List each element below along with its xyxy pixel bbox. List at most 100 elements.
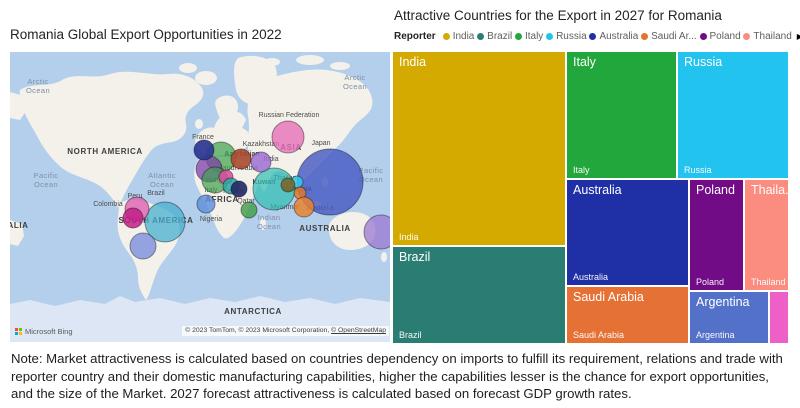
country-label: Japan xyxy=(311,140,330,147)
ocean-label: Arctic xyxy=(344,73,365,82)
openstreetmap-link[interactable]: © OpenStreetMap xyxy=(331,327,386,334)
map-bubble[interactable] xyxy=(280,177,296,193)
treemap-node[interactable] xyxy=(770,292,788,343)
treemap-node[interactable]: Saudi Arabia Saudi Arabia xyxy=(567,287,688,343)
legend-dot-icon xyxy=(641,32,649,40)
microsoft-logo-icon xyxy=(15,328,22,335)
ocean-label: Ocean xyxy=(34,180,58,189)
treemap-node-label: Australia xyxy=(573,183,622,197)
treemap-node[interactable]: Brazil Brazil xyxy=(393,247,565,343)
map-bubble[interactable] xyxy=(240,201,258,219)
legend-item-label: Australia xyxy=(599,30,639,42)
country-label: Kazakhstan xyxy=(243,141,280,148)
legend-dot-icon xyxy=(546,32,554,40)
treemap-node[interactable]: Argentina Argentina xyxy=(690,292,768,343)
legend-item-label: Brazil xyxy=(487,30,513,42)
map-bubble[interactable] xyxy=(196,194,216,214)
map-bubble[interactable] xyxy=(230,180,248,198)
map-bubble[interactable] xyxy=(193,139,215,161)
map-bubble[interactable] xyxy=(271,120,305,154)
ocean-label: Ocean xyxy=(257,222,281,231)
treemap-node-label: India xyxy=(399,55,427,69)
ocean-label: Ocean xyxy=(359,175,383,184)
legend-item-label: India xyxy=(452,30,475,42)
world-map[interactable]: Arctic Ocean Arctic Ocean Pacific Ocean Pacifi… xyxy=(10,52,390,342)
treemap-legend: Reporter India Brazil Italy Russia Austr… xyxy=(394,29,800,44)
treemap-node[interactable]: India India xyxy=(393,52,565,245)
treemap-node-label: Argentina xyxy=(696,295,750,309)
map-bubble[interactable] xyxy=(363,214,390,250)
map-bubble[interactable] xyxy=(122,207,144,229)
legend-item[interactable]: Brazil xyxy=(477,31,512,42)
treemap-node[interactable]: Poland Poland xyxy=(690,180,743,290)
treemap-node-sublabel: India xyxy=(399,232,419,242)
continent-label: NORTH AMERICA xyxy=(67,147,143,156)
map-bubble[interactable] xyxy=(252,167,296,211)
landmasses xyxy=(10,55,390,342)
legend-item[interactable]: India xyxy=(442,30,475,42)
map-bubble[interactable] xyxy=(144,201,186,243)
map-bubbles xyxy=(122,120,390,260)
legend-item[interactable]: Saudi Ar... xyxy=(641,31,697,42)
legend-item-label: Thailand xyxy=(753,30,792,42)
ocean-label: Indian xyxy=(258,213,281,222)
map-visual-title: Romania Global Export Opportunities in 2… xyxy=(10,27,282,42)
legend-item-label: Italy xyxy=(524,30,544,42)
ocean-label: Ocean xyxy=(150,180,174,189)
legend-dot-icon xyxy=(743,32,751,40)
treemap-node[interactable]: Australia Australia xyxy=(567,180,688,285)
legend-item[interactable]: Thailand xyxy=(743,30,792,42)
country-label: Qatar xyxy=(237,198,255,205)
country-label: Russian Federation xyxy=(259,112,320,119)
legend-item[interactable]: Poland xyxy=(699,30,741,42)
legend-overflow-arrow[interactable]: ▶ xyxy=(796,32,800,41)
country-label: Brazil xyxy=(147,190,165,197)
map-bubble[interactable] xyxy=(129,232,157,260)
legend-title: Reporter xyxy=(394,31,436,42)
ocean-label: Pacific xyxy=(359,166,384,175)
country-label: Peru xyxy=(128,193,143,200)
legend-item-label: Saudi Ar... xyxy=(651,30,697,42)
treemap-node-sublabel: Thailand xyxy=(751,277,786,287)
country-label: France xyxy=(192,134,214,141)
treemap-node-sublabel: Australia xyxy=(573,272,609,282)
map-bubble[interactable] xyxy=(250,151,272,173)
legend-dot-icon xyxy=(442,32,450,40)
continent-label: ALIA xyxy=(10,221,29,230)
treemap-node-label: Poland xyxy=(696,183,735,197)
legend-item[interactable]: Russia xyxy=(546,31,587,42)
treemap-node-label: Russia xyxy=(684,55,723,69)
treemap-node-sublabel: Argentina xyxy=(696,330,735,340)
legend-dot-icon xyxy=(589,32,597,40)
note-text: Note: Market attractiveness is calculate… xyxy=(11,351,783,401)
bing-logo[interactable]: Microsoft Bing xyxy=(15,327,73,336)
bing-logo-label: Microsoft Bing xyxy=(25,327,73,336)
legend-items: India Brazil Italy Russia Australia Saud… xyxy=(442,30,792,43)
continent-label: AFRICA xyxy=(205,195,239,204)
treemap-node-sublabel: Saudi Arabia xyxy=(573,330,625,340)
legend-item[interactable]: Italy xyxy=(514,30,544,42)
map-bubble[interactable] xyxy=(293,196,315,218)
map-canvas: ArcticOceanArcticOceanPacificOceanPacifi… xyxy=(10,52,390,342)
legend-item[interactable]: Australia xyxy=(589,31,638,42)
treemap-node-label: Brazil xyxy=(399,250,431,264)
ocean-label: Arctic xyxy=(27,77,48,86)
treemap-node[interactable]: Thaila... Thailand xyxy=(745,180,788,290)
country-label: India xyxy=(263,156,278,163)
legend-item-label: Russia xyxy=(556,30,587,42)
ocean-label: Atlantic xyxy=(148,171,176,180)
legend-dot-icon xyxy=(514,32,522,40)
country-label: Colombia xyxy=(93,201,123,208)
map-bubble[interactable] xyxy=(230,148,252,170)
treemap-node-sublabel: Brazil xyxy=(399,330,422,340)
continent-label: AUSTRALIA xyxy=(299,224,351,233)
treemap-node[interactable]: Russia Russia xyxy=(678,52,788,178)
treemap-node[interactable]: Italy Italy xyxy=(567,52,676,178)
ocean-label: Ocean xyxy=(26,86,50,95)
legend-dot-icon xyxy=(699,32,707,40)
ocean-label: Pacific xyxy=(34,171,59,180)
legend-item-label: Poland xyxy=(709,30,741,42)
country-label: Nigeria xyxy=(200,216,222,223)
treemap: India India Brazil Brazil Italy Italy Russia Ru… xyxy=(393,52,788,343)
treemap-visual-title: Attractive Countries for the Export in 2… xyxy=(394,8,722,23)
